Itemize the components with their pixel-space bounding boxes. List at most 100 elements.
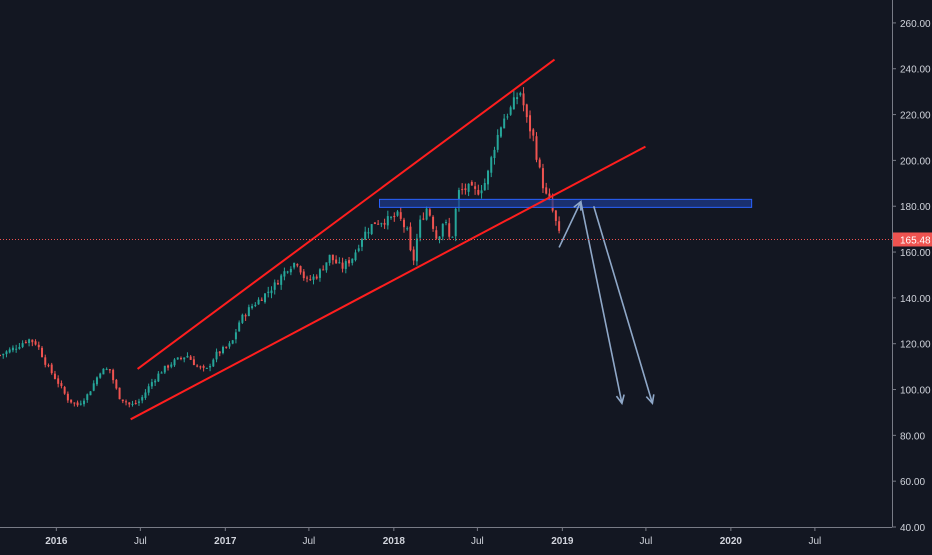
candle-body [183,357,186,360]
candle-body [496,134,499,150]
candle-body [325,262,328,271]
price-tick-label: 120.00 [900,340,931,351]
candle-body [218,351,221,354]
candle-body [422,218,425,220]
candle-body [474,186,477,189]
candle-body [205,367,208,369]
candle-body [83,400,86,405]
candle-body [173,359,176,366]
price-tick-label: 40.00 [900,523,925,534]
candle-body [57,378,60,384]
candle-body [306,277,309,279]
candle-body [451,236,454,238]
candle-body [315,276,318,279]
candle-body [102,368,105,375]
candle-body [477,189,480,195]
candle-body [516,97,519,100]
candle-body [222,347,224,354]
projection-arrow [558,201,582,248]
candle-body [47,365,50,367]
candle-body [244,315,247,317]
resistance-zone [379,198,753,208]
candle-body [209,366,212,368]
candle-body [299,266,302,273]
candle-body [70,399,73,403]
candle-body [335,259,338,264]
candle-body [192,359,195,366]
time-tick-label: 2017 [214,536,237,547]
candle-body [538,159,541,168]
candle-body [150,382,153,387]
candle-body [525,104,528,118]
candle-body [283,271,286,277]
time-axis[interactable]: 2016 Jul 2017 Jul 2018 Jul 2019 Jul 2020 Jul [45,527,821,547]
candle-body [228,343,231,347]
candle-body [467,183,470,192]
candle-body [37,344,40,348]
candle-body [157,373,160,382]
candle-body [276,283,279,285]
candle-body [348,260,351,264]
candle-body [438,236,441,240]
candle-body [367,232,370,234]
candle-body [44,357,47,365]
candle-body [21,343,24,347]
candle-body [383,223,386,225]
candle-body [461,189,464,191]
candle-body [487,170,490,185]
lower-trendline [130,145,646,421]
candle-body [293,262,296,268]
candle-body [493,149,496,159]
candle-body [338,262,341,264]
candle-body [225,346,228,348]
candle-body [280,275,283,285]
candle-body [79,403,82,405]
candle-body [312,276,315,280]
candle-body [409,226,412,251]
candle-body [357,248,360,251]
candle-body [241,314,244,323]
candle-body [134,402,137,404]
candle-body [186,355,189,358]
candle-body [529,115,532,132]
candle-series [0,87,561,408]
price-tick-label: 220.00 [900,111,931,122]
candle-body [264,293,267,303]
candle-body [322,269,325,271]
candle-body [131,403,134,405]
price-tick-label: 60.00 [900,477,925,488]
candle-body [532,129,535,136]
candle-body [170,364,173,367]
candle-body [99,373,102,378]
candle-body [189,356,192,360]
candle-body [406,228,409,230]
price-tick-label: 260.00 [900,19,931,30]
candle-body [179,358,182,360]
price-tick-label: 80.00 [900,431,925,442]
candle-body [76,402,79,406]
candle-body [402,219,405,228]
candle-body [18,347,21,349]
time-tick-label: Jul [471,536,484,547]
candle-body [373,222,376,224]
candle-body [15,348,18,350]
candle-body [545,187,548,194]
candle-body [370,224,373,234]
candle-body [503,118,506,129]
candle-body [144,392,147,398]
time-tick-label: 2016 [45,536,68,547]
candle-body [231,340,234,344]
candle-body [167,365,170,368]
candle-body [176,357,179,360]
candle-body [196,365,199,367]
candle-body [202,366,205,368]
candle-body [412,249,415,261]
price-axis[interactable]: 40.00 60.00 80.00 100.00 120.00 140.00 160.00 1… [892,19,931,534]
candle-body [286,271,289,273]
candle-body [73,402,76,404]
candle-body [251,306,254,309]
price-tick-label: 140.00 [900,294,931,305]
